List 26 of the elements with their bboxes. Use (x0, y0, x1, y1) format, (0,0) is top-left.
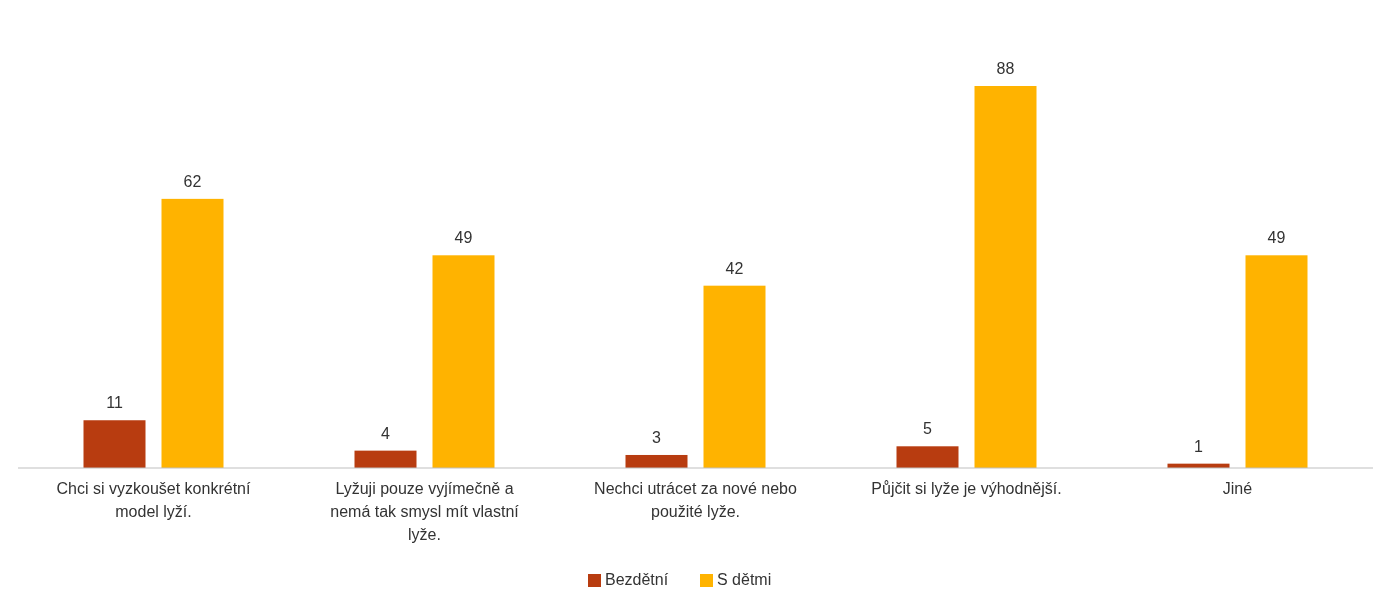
legend-label: Bezdětní (605, 571, 669, 588)
bar (625, 454, 688, 468)
x-tick-label: Půjčit si lyže je výhodnější. (871, 480, 1062, 497)
bar (161, 198, 224, 468)
x-tick-label: Lyžuji pouze vyjímečně a nemá tak smysl mít vlastní lyže. (330, 480, 520, 543)
x-tick-label: Jiné (1222, 480, 1253, 497)
data-label: 11 (106, 394, 123, 412)
bar (1245, 255, 1308, 468)
data-label: 42 (725, 259, 744, 277)
data-label: 4 (381, 424, 391, 442)
data-label: 49 (454, 229, 473, 247)
bar (974, 86, 1037, 468)
bar (703, 285, 766, 468)
data-label: 3 (652, 428, 662, 446)
x-tick-label: Chci si vyzkoušet konkrétní model lyží. (56, 480, 251, 520)
data-label: 1 (1194, 437, 1204, 455)
x-tick-label: Nechci utrácet za nové nebo použité lyže. (594, 480, 797, 520)
data-label: 5 (923, 420, 933, 438)
bar (432, 255, 495, 468)
bar (354, 450, 417, 468)
bar (896, 446, 959, 468)
data-label: 62 (183, 172, 202, 190)
bar (83, 420, 146, 468)
legend-label: S dětmi (717, 571, 772, 588)
data-label: 88 (996, 60, 1015, 77)
data-label: 49 (1267, 229, 1286, 247)
